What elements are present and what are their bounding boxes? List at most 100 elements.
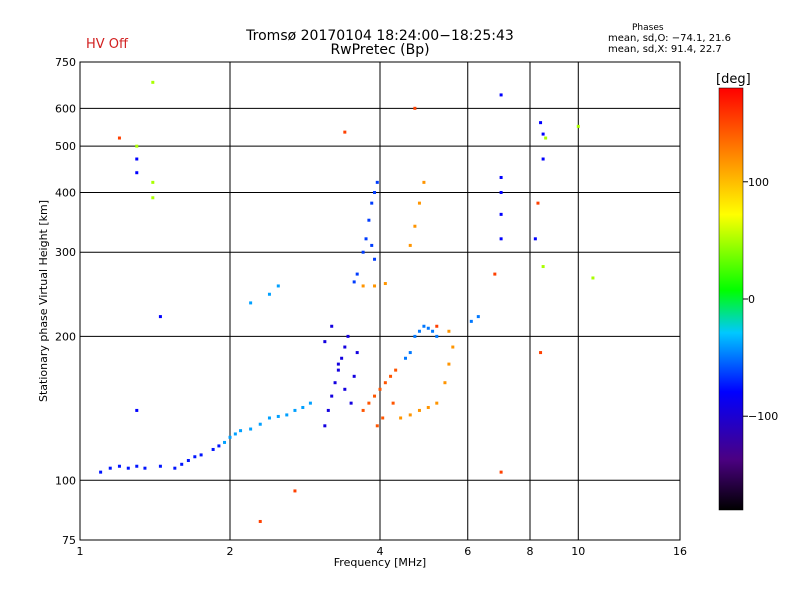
x-tick-label: 4 xyxy=(377,545,384,558)
data-point xyxy=(378,387,382,391)
stats-x-mode: mean, sd,X: 91.4, 22.7 xyxy=(608,44,722,55)
data-point xyxy=(267,416,271,420)
chart-title: Tromsø 20170104 18:24:00−18:25:43 xyxy=(246,28,514,44)
data-point xyxy=(135,171,139,175)
data-point xyxy=(285,413,289,417)
colorbar-tick-label: 100 xyxy=(748,176,769,189)
data-point xyxy=(293,489,297,493)
stats-o-mode: mean, sd,O: −74.1, 21.6 xyxy=(608,33,731,44)
data-point xyxy=(355,351,359,355)
data-point xyxy=(135,408,139,412)
data-point xyxy=(408,243,412,247)
y-tick-label: 400 xyxy=(55,186,76,199)
data-point xyxy=(135,144,139,148)
y-tick-label: 600 xyxy=(55,102,76,115)
hv-status-label: HV Off xyxy=(86,37,128,52)
data-point xyxy=(343,345,347,349)
data-point xyxy=(223,440,227,444)
data-point xyxy=(367,401,371,405)
data-point xyxy=(413,106,417,110)
data-point xyxy=(533,237,537,241)
data-point xyxy=(211,447,215,451)
data-point xyxy=(158,464,162,468)
data-point xyxy=(576,124,580,128)
data-point xyxy=(99,470,103,474)
data-point xyxy=(499,470,503,474)
data-point xyxy=(381,416,385,420)
data-point xyxy=(326,408,330,412)
plot-frame xyxy=(79,61,681,541)
data-point xyxy=(199,453,203,457)
data-point xyxy=(117,136,121,140)
data-point xyxy=(413,334,417,338)
y-tick-label: 75 xyxy=(62,534,76,547)
data-point xyxy=(330,324,334,328)
data-point xyxy=(435,334,439,338)
data-point xyxy=(233,432,237,436)
data-point xyxy=(426,326,430,330)
data-point xyxy=(336,362,340,366)
data-point xyxy=(541,157,545,161)
colorbar xyxy=(718,87,744,511)
colorbar-tick-label: −100 xyxy=(748,410,778,423)
data-point xyxy=(301,405,305,409)
data-point xyxy=(544,136,548,140)
data-point xyxy=(346,334,350,338)
data-point xyxy=(151,80,155,84)
data-point xyxy=(493,272,497,276)
data-point xyxy=(108,466,112,470)
data-point xyxy=(249,427,253,431)
data-point xyxy=(151,180,155,184)
data-point xyxy=(499,175,503,179)
data-point xyxy=(228,435,232,439)
data-point xyxy=(451,345,455,349)
y-tick-label: 200 xyxy=(55,330,76,343)
data-point xyxy=(541,132,545,136)
stats-title: Phases xyxy=(632,23,664,33)
y-axis-label: Stationary phase Virtual Height [km] xyxy=(37,200,50,402)
data-point xyxy=(370,201,374,205)
data-point xyxy=(435,401,439,405)
data-point xyxy=(408,413,412,417)
data-point xyxy=(143,466,147,470)
data-point xyxy=(383,282,387,286)
data-point xyxy=(499,190,503,194)
data-point xyxy=(499,93,503,97)
data-point xyxy=(373,284,377,288)
data-point xyxy=(417,201,421,205)
data-point xyxy=(355,272,359,276)
data-point xyxy=(539,121,543,125)
data-point xyxy=(330,394,334,398)
y-tick-label: 500 xyxy=(55,140,76,153)
data-point xyxy=(422,180,426,184)
data-point xyxy=(361,408,365,412)
data-point xyxy=(323,340,327,344)
data-point xyxy=(370,243,374,247)
data-point xyxy=(431,329,435,333)
data-point xyxy=(217,444,221,448)
y-tick-labels: 75 100 200 300 400 500 600 750 xyxy=(55,56,76,547)
data-point xyxy=(417,329,421,333)
data-point xyxy=(135,464,139,468)
data-point xyxy=(408,351,412,355)
x-tick-labels: 1 2 4 6 8 10 16 xyxy=(77,545,688,558)
data-point xyxy=(352,280,356,284)
data-points xyxy=(99,80,595,523)
data-point xyxy=(541,265,545,269)
data-point xyxy=(403,356,407,360)
data-point xyxy=(352,374,356,378)
data-point xyxy=(186,458,190,462)
data-point xyxy=(373,190,377,194)
data-point xyxy=(323,424,327,428)
data-point xyxy=(276,414,280,418)
data-point xyxy=(389,374,393,378)
data-point xyxy=(394,368,398,372)
data-point xyxy=(239,429,243,433)
data-point xyxy=(158,315,162,319)
data-point xyxy=(343,130,347,134)
data-point xyxy=(333,381,337,385)
data-point xyxy=(173,466,177,470)
data-point xyxy=(340,356,344,360)
data-point xyxy=(117,464,121,468)
data-point xyxy=(391,401,395,405)
